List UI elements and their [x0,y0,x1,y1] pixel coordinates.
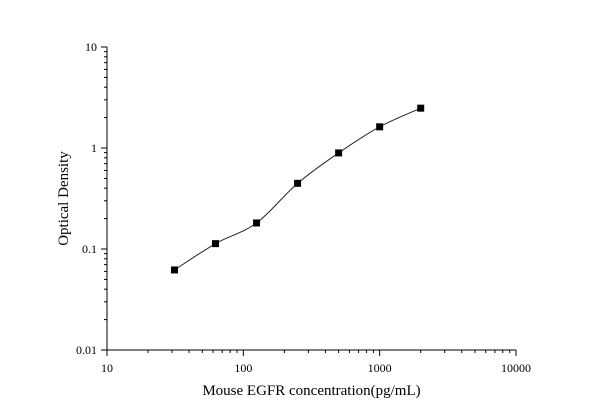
y-tick-label: 1 [91,141,97,155]
data-point-marker [376,123,384,131]
data-point-marker [170,266,178,274]
data-point-marker [335,149,343,157]
x-axis-title: Mouse EGFR concentration(pg/mL) [202,383,420,399]
data-point-marker [417,104,425,112]
x-tick-label: 1000 [368,361,392,375]
data-points [170,104,425,274]
data-point-marker [212,240,220,248]
axes [106,47,516,351]
x-tick-label: 10000 [501,361,531,375]
x-tick-label: 10 [101,361,113,375]
fit-curve [174,107,421,271]
y-tick-label: 0.01 [76,343,97,357]
y-tick-label: 10 [85,40,97,54]
y-axis-title: Optical Density [56,151,72,246]
data-point-marker [253,219,261,227]
x-axis-ticks: 10 100 1000 10000 [101,350,531,375]
y-axis-ticks: 0.01 0.1 1 10 [76,40,107,357]
y-tick-label: 0.1 [82,242,97,256]
data-point-marker [294,179,302,187]
x-tick-label: 100 [234,361,252,375]
